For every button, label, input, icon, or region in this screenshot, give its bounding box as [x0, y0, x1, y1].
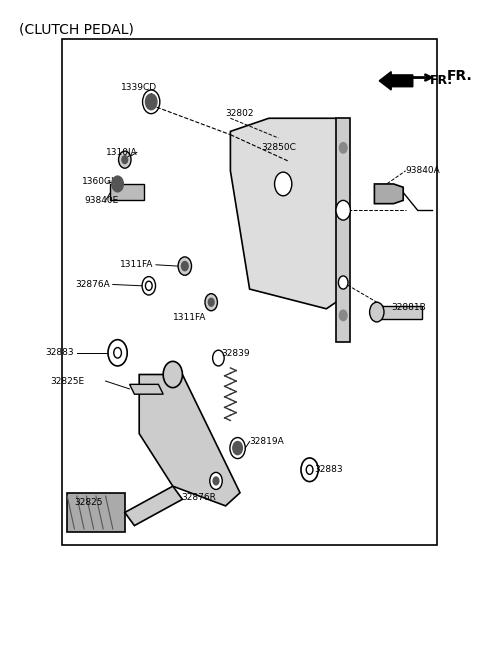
- Circle shape: [163, 361, 182, 388]
- Circle shape: [122, 156, 128, 164]
- Circle shape: [208, 298, 214, 306]
- Text: 1339CD: 1339CD: [121, 83, 157, 92]
- Circle shape: [145, 94, 157, 110]
- Circle shape: [213, 350, 224, 366]
- Circle shape: [338, 276, 348, 289]
- Polygon shape: [67, 493, 125, 532]
- Polygon shape: [374, 184, 403, 204]
- Text: 93840E: 93840E: [84, 196, 118, 205]
- Circle shape: [339, 310, 347, 321]
- Text: 1310JA: 1310JA: [106, 148, 137, 157]
- FancyBboxPatch shape: [374, 306, 422, 319]
- Circle shape: [370, 302, 384, 322]
- Circle shape: [213, 477, 219, 485]
- Text: 32850C: 32850C: [262, 143, 297, 152]
- Text: 32883: 32883: [46, 348, 74, 357]
- Polygon shape: [139, 374, 240, 506]
- Circle shape: [178, 257, 192, 275]
- Circle shape: [336, 200, 350, 220]
- Circle shape: [306, 465, 313, 474]
- Text: 32825: 32825: [74, 498, 103, 507]
- Circle shape: [205, 294, 217, 311]
- Circle shape: [339, 143, 347, 153]
- FancyBboxPatch shape: [110, 184, 144, 200]
- Text: 32876R: 32876R: [182, 493, 216, 502]
- Circle shape: [114, 348, 121, 358]
- Circle shape: [275, 172, 292, 196]
- Circle shape: [233, 442, 242, 455]
- Text: 32883: 32883: [314, 465, 343, 474]
- Circle shape: [108, 340, 127, 366]
- Polygon shape: [336, 118, 350, 342]
- Text: FR.: FR.: [430, 74, 453, 87]
- Text: 32839: 32839: [221, 349, 250, 358]
- Text: 32802: 32802: [226, 109, 254, 118]
- Circle shape: [142, 277, 156, 295]
- Text: (CLUTCH PEDAL): (CLUTCH PEDAL): [19, 23, 134, 37]
- Text: 32881B: 32881B: [391, 303, 426, 312]
- FancyArrow shape: [379, 72, 413, 90]
- Circle shape: [181, 261, 188, 271]
- Text: 32825E: 32825E: [50, 376, 84, 386]
- Circle shape: [145, 281, 152, 290]
- Polygon shape: [230, 118, 346, 309]
- Text: FR.: FR.: [446, 68, 472, 83]
- Polygon shape: [130, 384, 163, 394]
- Circle shape: [112, 176, 123, 192]
- Text: 1311FA: 1311FA: [173, 313, 206, 322]
- Circle shape: [301, 458, 318, 482]
- Text: 93840A: 93840A: [406, 166, 440, 175]
- Text: 1360GH: 1360GH: [82, 177, 119, 187]
- Circle shape: [210, 472, 222, 489]
- Text: 32876A: 32876A: [76, 280, 110, 289]
- Text: 32819A: 32819A: [250, 437, 284, 446]
- Text: 1311FA: 1311FA: [120, 260, 154, 269]
- Polygon shape: [125, 486, 182, 526]
- Circle shape: [119, 151, 131, 168]
